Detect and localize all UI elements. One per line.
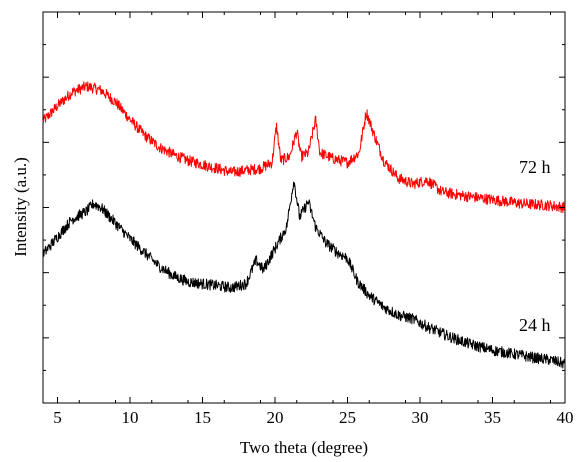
x-tick-label: 10: [122, 408, 139, 427]
y-axis: [43, 11, 565, 404]
x-tick-label: 40: [557, 408, 574, 427]
x-tick-label: 15: [194, 408, 211, 427]
x-tick-label: 25: [339, 408, 356, 427]
x-tick-label: 35: [484, 408, 501, 427]
series-label: 24 h: [519, 315, 551, 335]
x-tick-label: 5: [53, 408, 62, 427]
x-axis-title: Two theta (degree): [240, 438, 368, 457]
series-labels: 72 h 24 h: [519, 157, 551, 335]
series-layer: [42, 81, 566, 369]
x-tick-label: 30: [412, 408, 429, 427]
y-axis-title: Intensity (a.u.): [11, 157, 30, 257]
series-line-72-h: [42, 81, 566, 214]
x-axis: 5 10 15 20 25 30 35 40: [42, 12, 574, 427]
series-label: 72 h: [519, 157, 551, 177]
x-tick-label: 20: [267, 408, 284, 427]
series-line-24-h: [42, 181, 566, 369]
